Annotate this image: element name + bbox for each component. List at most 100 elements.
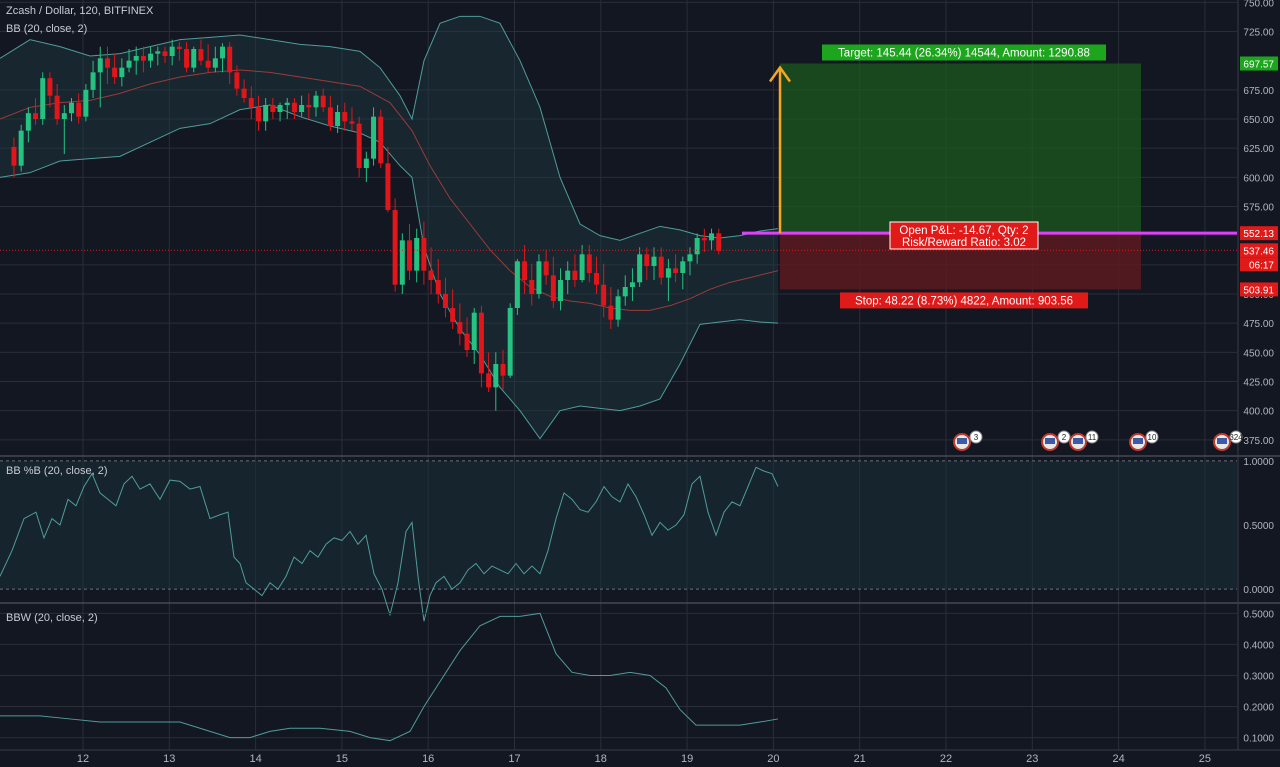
candle-body[interactable] [148,53,154,61]
candle-body[interactable] [629,282,635,287]
candle-body[interactable] [615,296,621,320]
candle-body[interactable] [241,88,247,98]
candle-body[interactable] [227,46,233,73]
candle-body[interactable] [651,256,657,266]
candle-body[interactable] [644,254,650,266]
bb-legend[interactable]: BB (20, close, 2) [6,23,88,35]
candle-body[interactable] [162,51,168,56]
candle-body[interactable] [342,112,348,122]
candle-body[interactable] [83,89,89,117]
candle-body[interactable] [169,46,175,56]
candle-body[interactable] [133,56,139,61]
stop-label[interactable]: Stop: 48.22 (8.73%) 4822, Amount: 903.56 [840,292,1088,309]
event-flag[interactable]: 2 [1041,430,1071,451]
candle-body[interactable] [198,49,204,61]
candle-body[interactable] [33,113,39,119]
event-flag[interactable]: 11 [1069,430,1099,451]
candle-body[interactable] [248,98,254,108]
pctb-legend[interactable]: BB %B (20, close, 2) [6,465,108,477]
candle-body[interactable] [392,210,398,285]
candle-body[interactable] [25,113,31,131]
candle-body[interactable] [471,312,477,350]
candle-body[interactable] [709,233,715,241]
candle-body[interactable] [385,163,391,210]
candle-body[interactable] [673,268,679,273]
candle-body[interactable] [220,46,226,59]
candle-body[interactable] [694,238,700,255]
candle-body[interactable] [277,105,283,112]
candle-body[interactable] [54,95,60,119]
candle-body[interactable] [637,254,643,283]
event-flag[interactable]: 3 [953,430,983,451]
event-flag[interactable]: 10 [1129,430,1159,451]
candle-body[interactable] [522,261,528,280]
candle-body[interactable] [155,51,161,54]
candle-body[interactable] [716,233,722,251]
candle-body[interactable] [349,121,355,124]
candle-body[interactable] [514,261,520,308]
candle-body[interactable] [97,58,103,73]
candle-body[interactable] [191,49,197,68]
candle-body[interactable] [40,78,46,119]
candle-body[interactable] [486,373,492,388]
candle-body[interactable] [543,261,549,276]
candle-body[interactable] [68,102,74,114]
candle-body[interactable] [442,294,448,308]
candle-body[interactable] [500,364,506,376]
candle-body[interactable] [579,254,585,280]
candle-body[interactable] [421,238,427,271]
candle-body[interactable] [205,60,211,68]
candle-body[interactable] [356,123,362,168]
candle-body[interactable] [658,256,664,278]
candle-body[interactable] [550,275,556,301]
candle-body[interactable] [371,116,377,159]
candle-body[interactable] [176,46,182,49]
candle-body[interactable] [687,254,693,262]
candle-body[interactable] [378,116,384,164]
candle-body[interactable] [701,238,707,241]
candle-body[interactable] [622,287,628,297]
candle-body[interactable] [680,261,686,273]
candle-body[interactable] [313,95,319,108]
event-flag[interactable]: 324 [1213,430,1243,451]
candle-body[interactable] [184,49,190,68]
candle-body[interactable] [90,72,96,90]
candle-body[interactable] [665,268,671,278]
candle-body[interactable] [586,254,592,273]
candle-body[interactable] [263,105,269,122]
candle-body[interactable] [407,240,413,271]
candle-body[interactable] [399,240,405,285]
candle-body[interactable] [414,238,420,271]
candle-body[interactable] [18,130,24,166]
candle-body[interactable] [140,56,146,61]
candle-body[interactable] [335,112,341,126]
candle-body[interactable] [601,284,607,306]
candle-body[interactable] [212,58,218,68]
candle-body[interactable] [255,107,261,122]
candle-body[interactable] [536,261,542,294]
candle-body[interactable] [119,67,125,77]
candle-body[interactable] [593,273,599,285]
candle-body[interactable] [572,270,578,280]
candle-body[interactable] [464,333,470,350]
candle-body[interactable] [558,280,564,301]
candle-body[interactable] [104,58,110,68]
target-label[interactable]: Target: 145.44 (26.34%) 14544, Amount: 1… [822,44,1106,61]
candle-body[interactable] [363,158,369,168]
candle-body[interactable] [428,270,434,280]
candle-body[interactable] [450,308,456,322]
candle-body[interactable] [291,102,297,112]
candle-body[interactable] [234,72,240,89]
candle-body[interactable] [270,105,276,112]
candle-body[interactable] [306,105,312,108]
candle-body[interactable] [299,105,305,112]
candle-body[interactable] [493,364,499,388]
candle-body[interactable] [320,95,326,108]
candle-body[interactable] [112,67,118,77]
candle-body[interactable] [565,270,571,280]
candle-body[interactable] [478,312,484,374]
candle-body[interactable] [327,107,333,126]
candle-body[interactable] [126,60,132,68]
